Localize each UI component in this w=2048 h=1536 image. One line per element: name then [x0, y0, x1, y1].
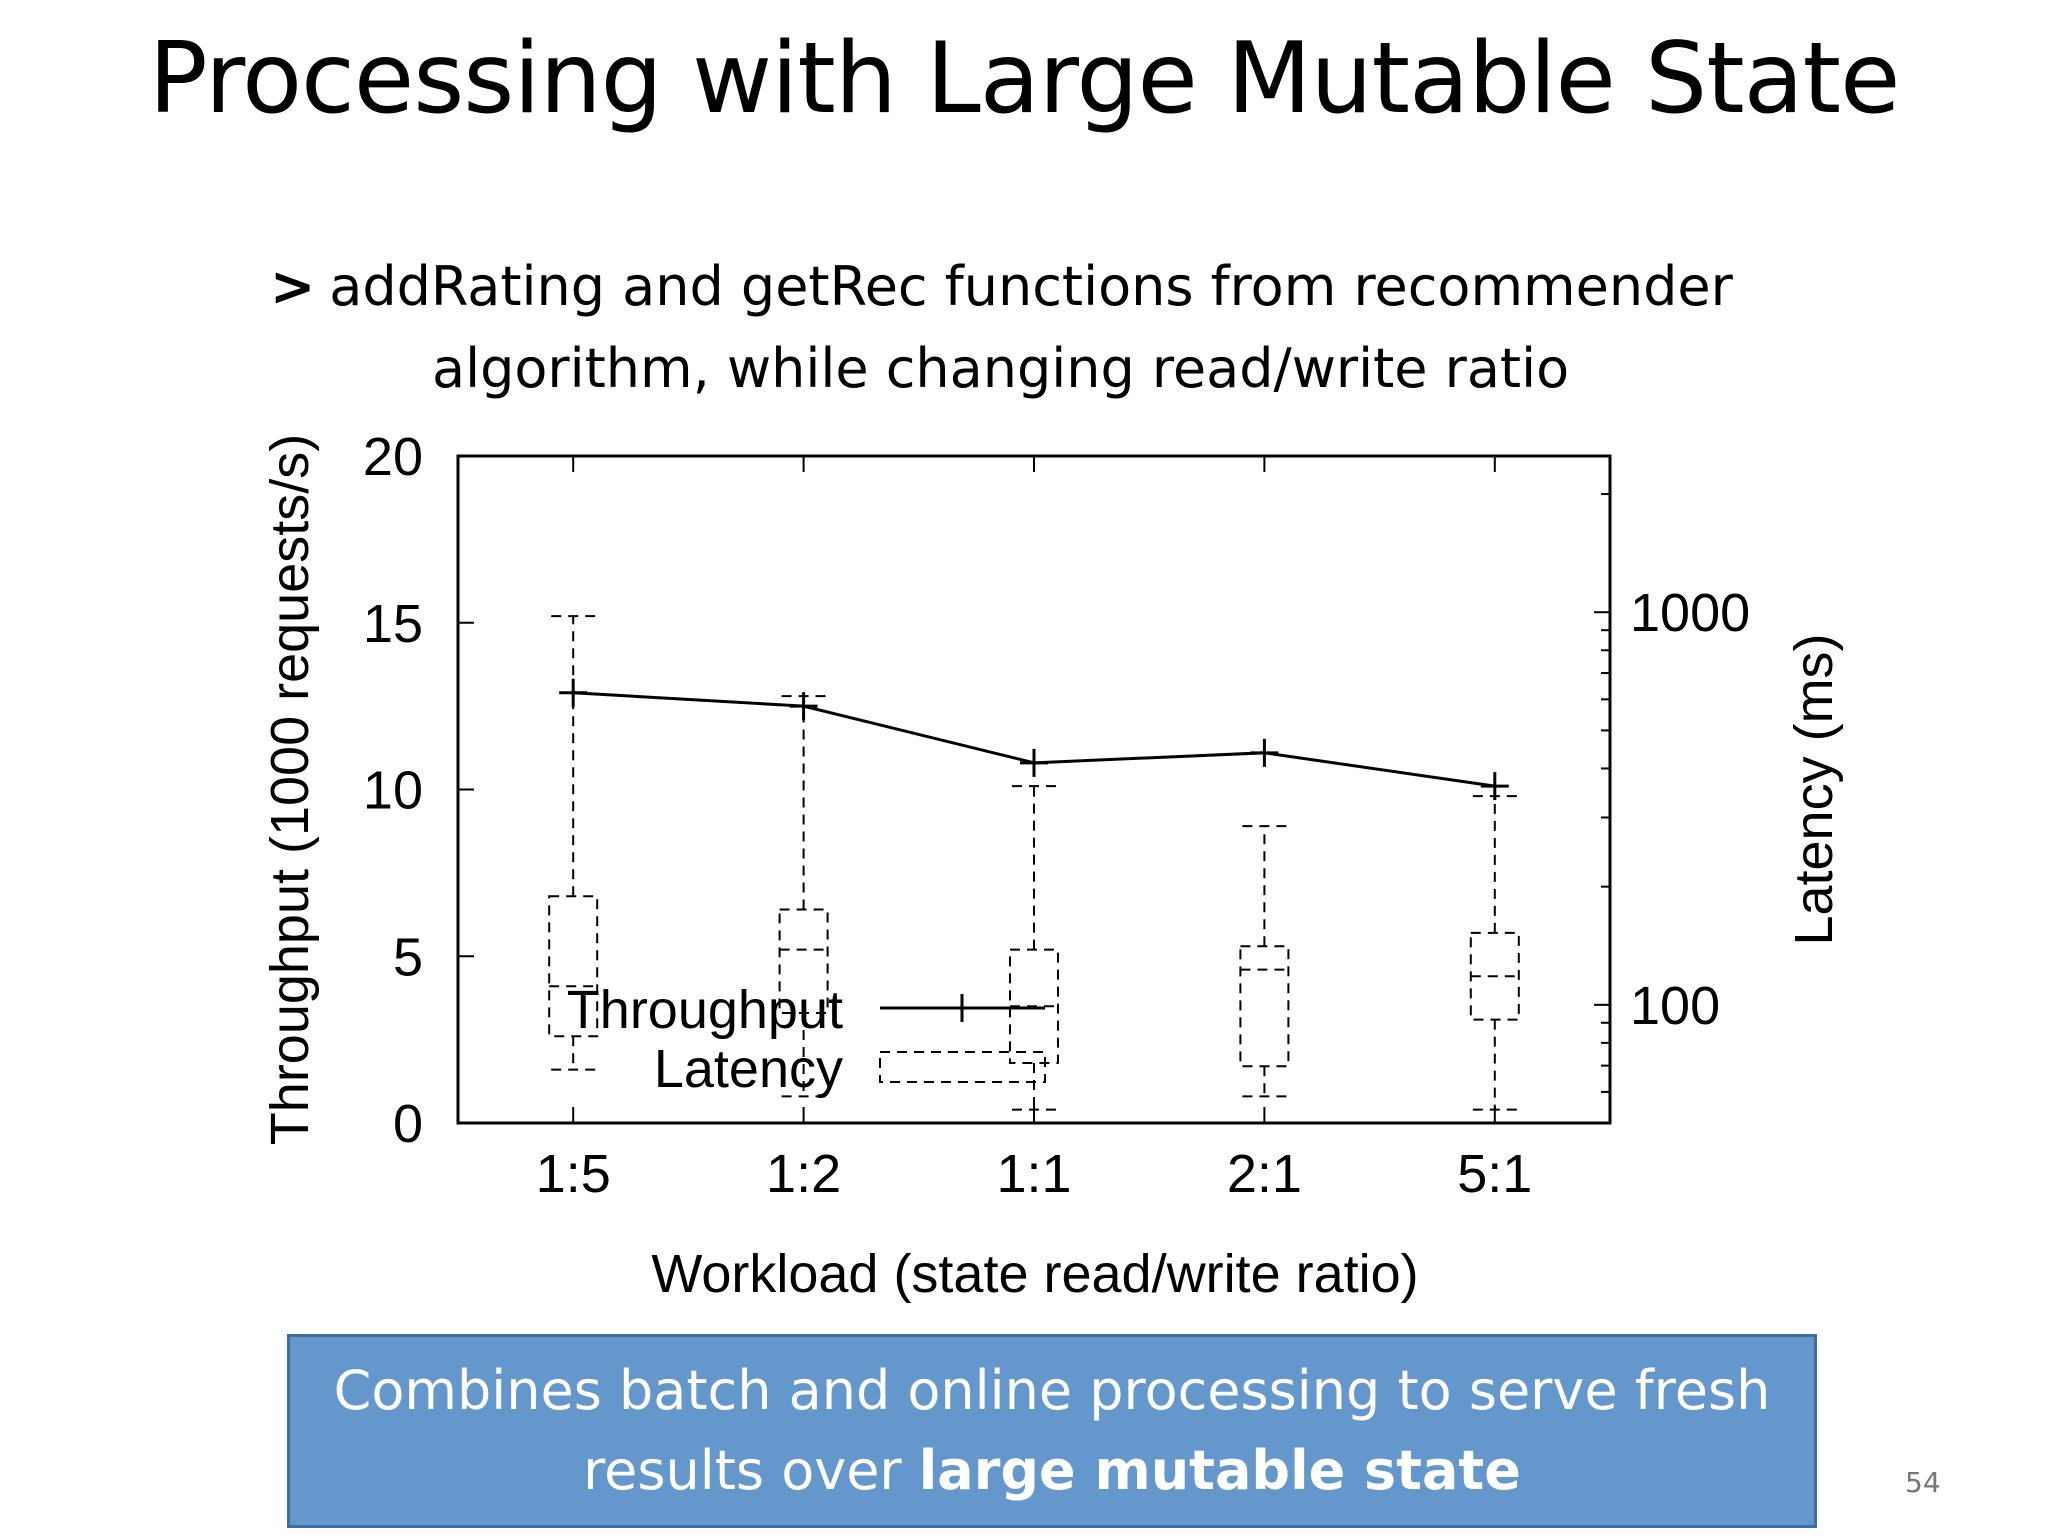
throughput-point [789, 692, 818, 721]
y-tick-label: 15 [363, 594, 423, 654]
y-tick-label: 10 [363, 761, 423, 821]
latency-box [1009, 948, 1059, 1064]
latency-throughput-chart: 0 5 10 15 20 100 1000 1:5 1:2 1:1 2:1 5:1 Workload (… [260, 427, 1844, 1304]
throughput-point [1250, 738, 1279, 767]
legend-swatch-latency [879, 1051, 1046, 1083]
y2-tick-label: 1000 [1630, 583, 1750, 643]
callout-emphasis: large mutable state [918, 1439, 1521, 1502]
callout-line-2-prefix: results over [583, 1439, 919, 1502]
latency-box [548, 895, 599, 1038]
legend-marker-throughput [948, 994, 976, 1022]
latency-box [778, 908, 829, 1014]
bullet-line-1: addRating and getRec functions from reco… [329, 255, 1733, 318]
throughput-point [559, 678, 588, 707]
y-tick-label: 5 [393, 927, 423, 987]
y2-tick-label: 100 [1630, 976, 1720, 1036]
bullet-marker: > [270, 255, 316, 318]
x-tick-label: 2:1 [1227, 1144, 1302, 1204]
callout-line-1: Combines batch and online processing to … [333, 1359, 1771, 1422]
bullet-text: > addRating and getRec functions from rec… [270, 246, 1830, 410]
legend-label-latency: Latency [654, 1039, 843, 1099]
x-tick-label: 1:2 [766, 1144, 841, 1204]
y-axis-label: Throughput (1000 requests/s) [260, 434, 320, 1145]
x-axis-label: Workload (state read/write ratio) [651, 1244, 1418, 1304]
bullet-line-2: algorithm, while changing read/write rat… [432, 337, 1570, 400]
x-tick-label: 1:5 [536, 1144, 611, 1204]
throughput-point [1480, 772, 1509, 801]
y2-axis-label: Latency (ms) [1784, 633, 1844, 945]
slide-title: Processing with Large Mutable State [148, 22, 1901, 136]
y-tick-label: 0 [393, 1094, 423, 1154]
latency-box [1239, 945, 1290, 1068]
slide-number: 54 [1905, 1466, 1941, 1499]
legend-label-throughput: Throughput [567, 980, 843, 1040]
y-tick-label: 20 [363, 427, 423, 487]
x-tick-label: 1:1 [996, 1144, 1071, 1204]
callout-line-2: results over large mutable state [290, 1431, 1814, 1511]
throughput-point [1020, 748, 1048, 777]
x-tick-label: 5:1 [1457, 1144, 1532, 1204]
summary-callout: Combines batch and online processing to … [287, 1334, 1817, 1528]
